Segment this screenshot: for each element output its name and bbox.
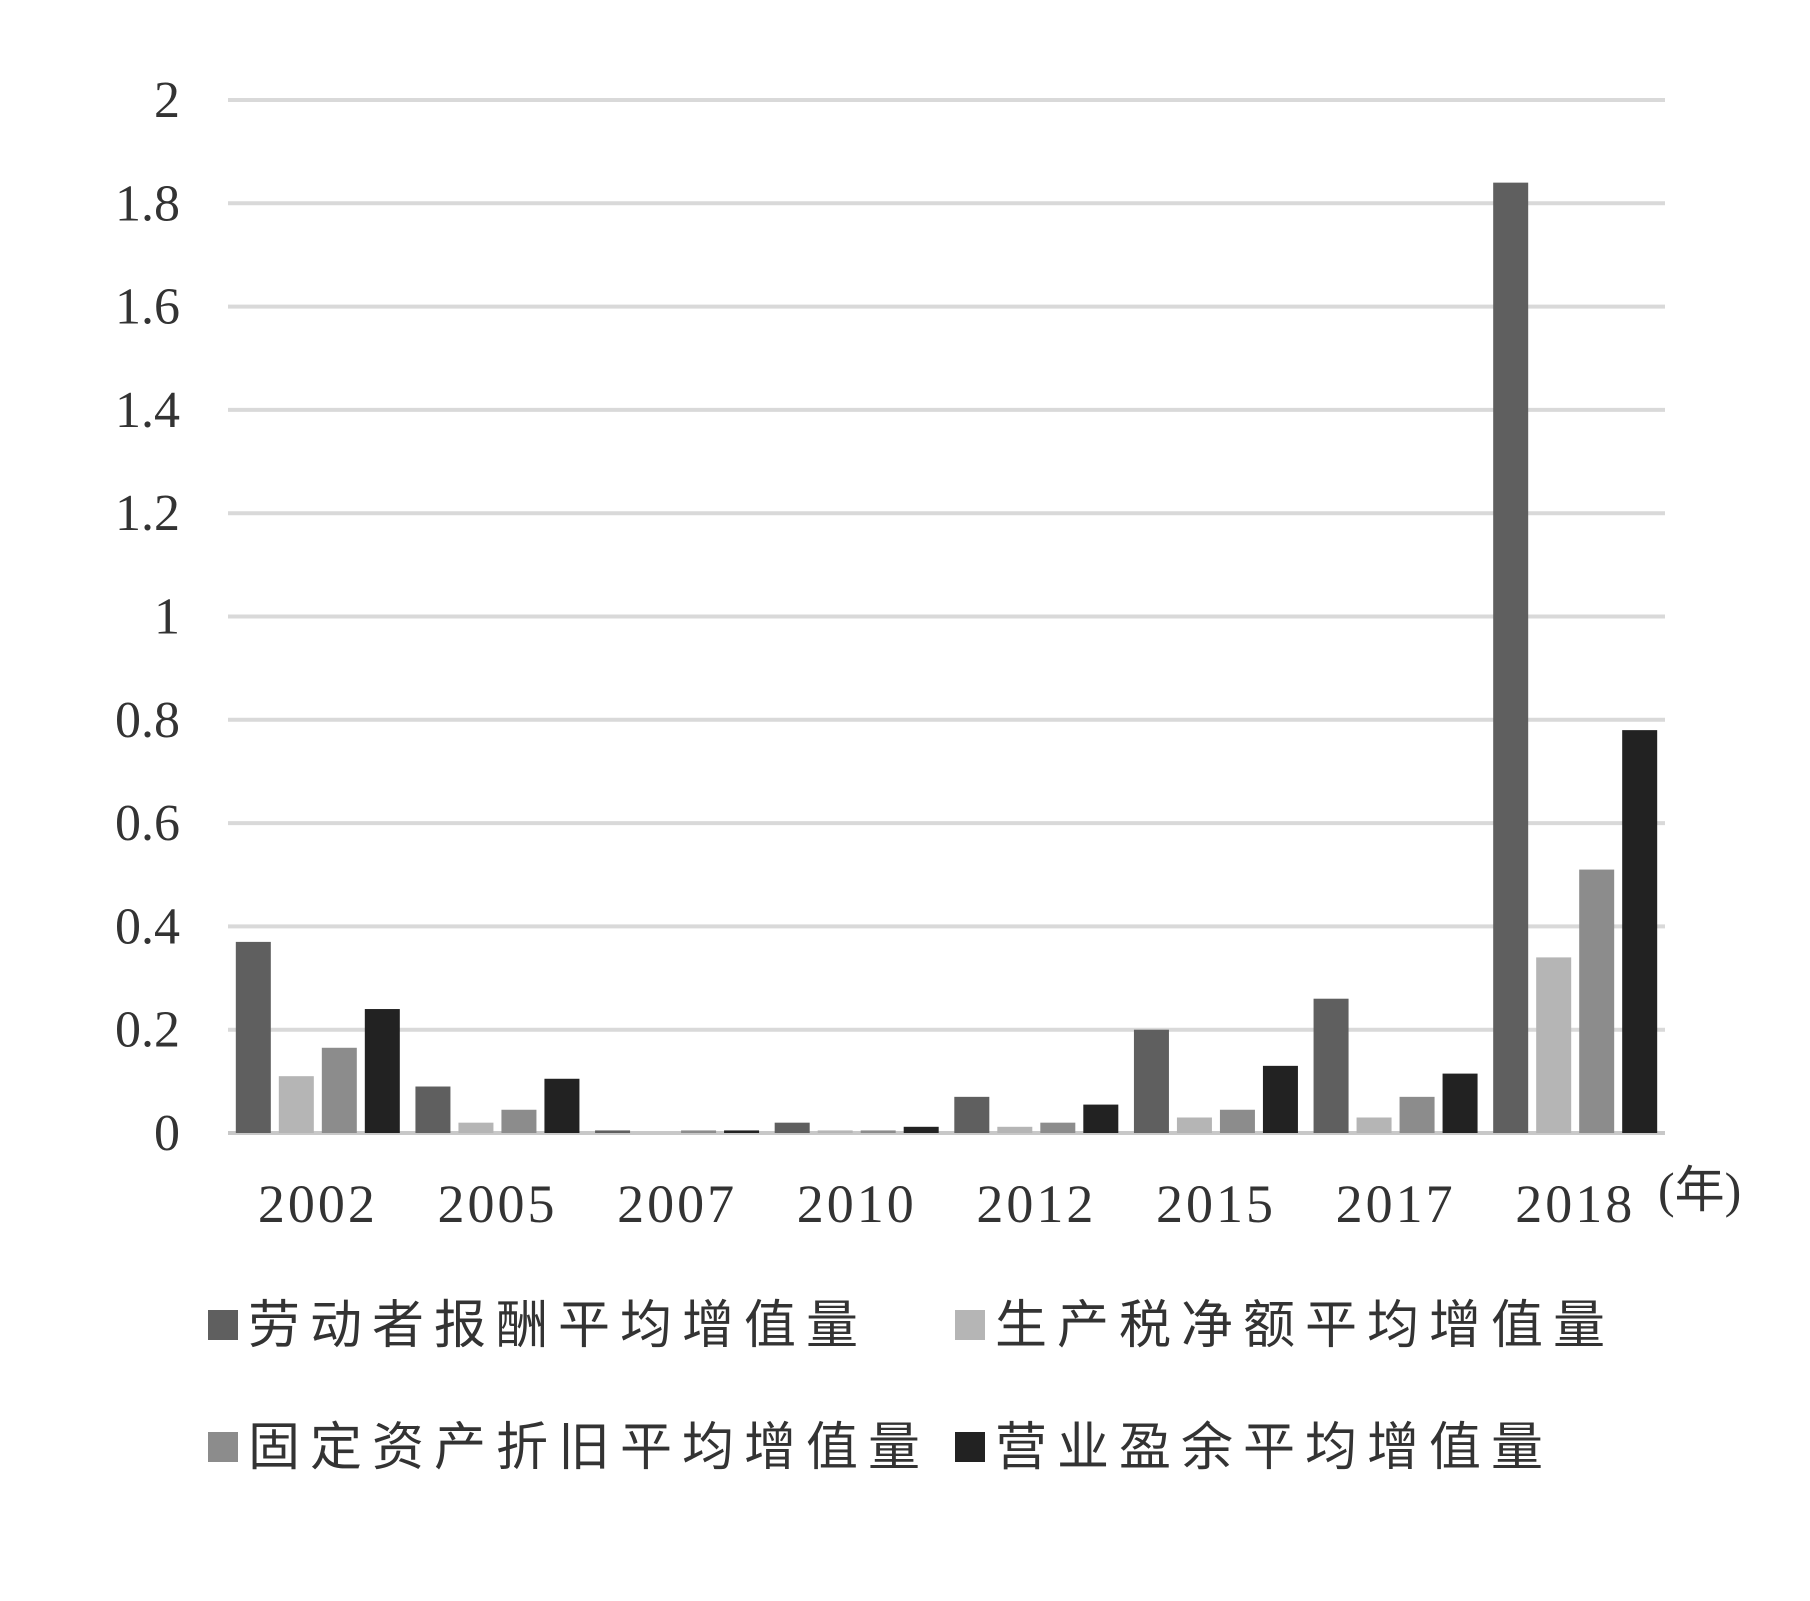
bar	[681, 1130, 717, 1133]
x-tick-label: 2005	[437, 1174, 557, 1234]
bar	[860, 1130, 896, 1133]
bar	[1083, 1104, 1119, 1133]
legend-label: 营业盈余平均增值量	[995, 1420, 1553, 1477]
bar	[1442, 1073, 1478, 1133]
x-tick-label: 2002	[258, 1174, 378, 1234]
y-tick-label: 0.6	[115, 795, 180, 852]
y-tick-label: 1	[154, 589, 180, 646]
bar	[364, 1009, 400, 1133]
legend-swatch	[955, 1432, 985, 1462]
bar	[235, 941, 271, 1133]
bar	[1040, 1122, 1076, 1133]
legend-label: 劳动者报酬平均增值量	[248, 1298, 868, 1355]
x-tick-label: 2010	[797, 1174, 917, 1234]
bar	[903, 1126, 939, 1133]
y-axis-ticks: 0 0.2 0.4 0.6 0.8 1 1.2 1.4 1.6 1.8 2	[115, 72, 180, 1162]
legend-label: 固定资产折旧平均增值量	[248, 1420, 930, 1477]
legend-swatch	[208, 1432, 238, 1462]
bar	[278, 1076, 314, 1133]
legend-label: 生产税净额平均增值量	[995, 1298, 1615, 1355]
bar	[321, 1047, 357, 1133]
bar	[1536, 957, 1572, 1133]
bar	[1622, 730, 1658, 1133]
y-tick-label: 0.8	[115, 692, 180, 749]
bar	[544, 1078, 580, 1133]
y-tick-label: 0.4	[115, 898, 180, 955]
bar	[1133, 1029, 1169, 1133]
x-axis-ticks: 2002 2005 2007 2010 2012 2015 2017 2018	[258, 1174, 1635, 1234]
bar	[1493, 182, 1529, 1133]
bar	[724, 1130, 760, 1133]
bar	[1176, 1117, 1212, 1133]
legend-swatch	[955, 1310, 985, 1340]
x-axis-unit-label: (年)	[1658, 1162, 1741, 1218]
y-tick-label: 1.6	[115, 279, 180, 336]
bar	[817, 1130, 853, 1133]
bar	[501, 1109, 537, 1133]
bar	[1579, 869, 1615, 1133]
x-tick-label: 2017	[1336, 1174, 1456, 1234]
y-tick-label: 0.2	[115, 1002, 180, 1059]
y-tick-label: 1.4	[115, 382, 180, 439]
bar	[415, 1086, 451, 1133]
bar	[774, 1122, 810, 1133]
bar	[1313, 998, 1349, 1133]
bar	[1219, 1109, 1255, 1133]
y-tick-label: 0	[154, 1105, 180, 1162]
y-tick-label: 2	[154, 72, 180, 129]
bar	[954, 1096, 990, 1133]
bar	[1356, 1117, 1392, 1133]
legend-swatch	[208, 1310, 238, 1340]
bar	[997, 1126, 1033, 1133]
bar	[595, 1130, 631, 1133]
x-tick-label: 2018	[1515, 1174, 1635, 1234]
bar	[1399, 1096, 1435, 1133]
y-tick-label: 1.8	[115, 175, 180, 232]
bars	[235, 182, 1658, 1133]
x-tick-label: 2007	[617, 1174, 737, 1234]
y-tick-label: 1.2	[115, 485, 180, 542]
x-tick-label: 2012	[976, 1174, 1096, 1234]
bar	[458, 1122, 494, 1133]
gridlines	[228, 98, 1665, 1135]
bar	[1262, 1065, 1298, 1133]
x-tick-label: 2015	[1156, 1174, 1276, 1234]
